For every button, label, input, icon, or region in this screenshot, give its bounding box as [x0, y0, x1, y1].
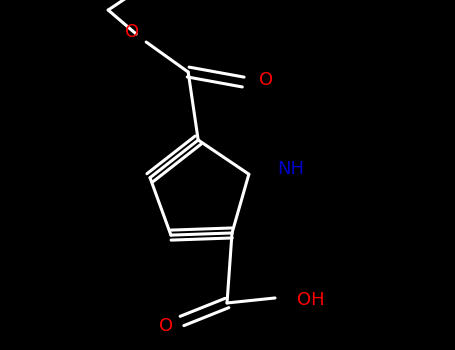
Text: O: O [259, 71, 273, 89]
Text: O: O [125, 23, 139, 41]
Text: OH: OH [297, 291, 324, 309]
Text: O: O [159, 317, 173, 335]
Text: NH: NH [277, 160, 304, 178]
